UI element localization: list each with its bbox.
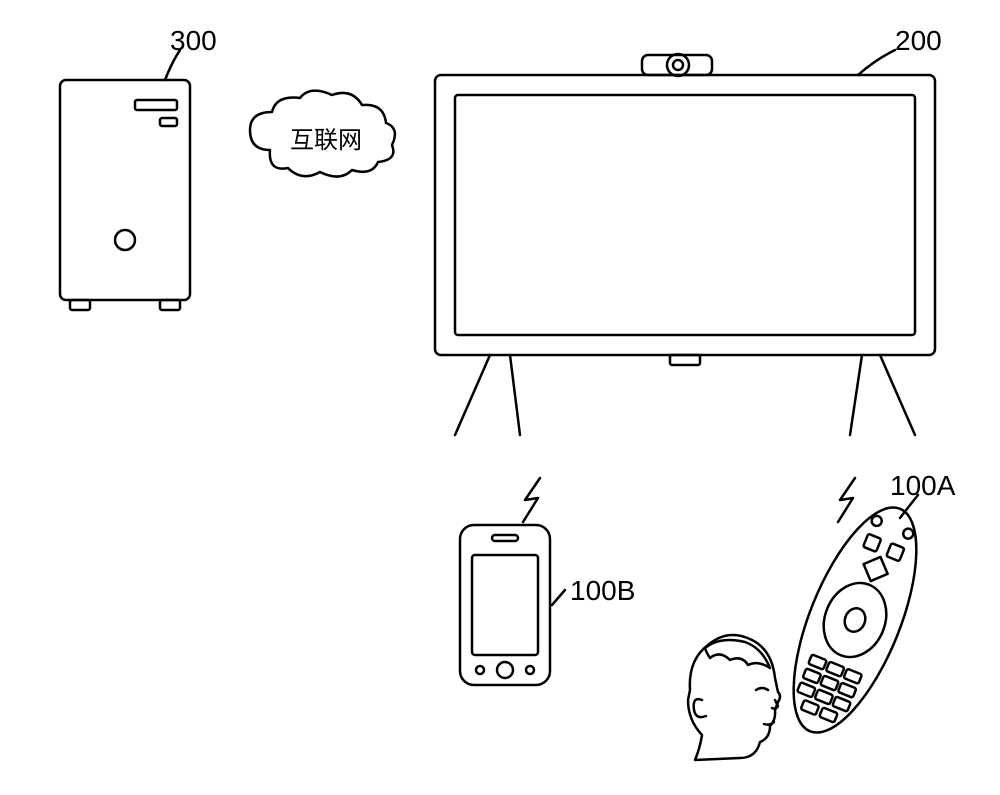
tv-leader: [858, 50, 895, 75]
tv-label: 200: [895, 25, 942, 57]
smartphone-icon: [460, 525, 550, 685]
tv-icon: [435, 54, 935, 435]
diagram-svg: [0, 0, 1000, 795]
user-head-icon: [688, 635, 780, 760]
wireless-signal-remote-icon: [838, 478, 855, 522]
tv-camera-icon: [642, 54, 712, 76]
phone-leader: [552, 590, 565, 605]
phone-label: 100B: [570, 575, 635, 607]
cloud-label: 互联网: [290, 120, 362, 155]
diagram-canvas: 300 200 100A 100B 互联网: [0, 0, 1000, 795]
remote-control-icon: [768, 492, 941, 748]
remote-label: 100A: [890, 470, 955, 502]
server-label: 300: [170, 25, 217, 57]
wireless-signal-phone-icon: [523, 478, 540, 522]
server-icon: [60, 80, 190, 310]
